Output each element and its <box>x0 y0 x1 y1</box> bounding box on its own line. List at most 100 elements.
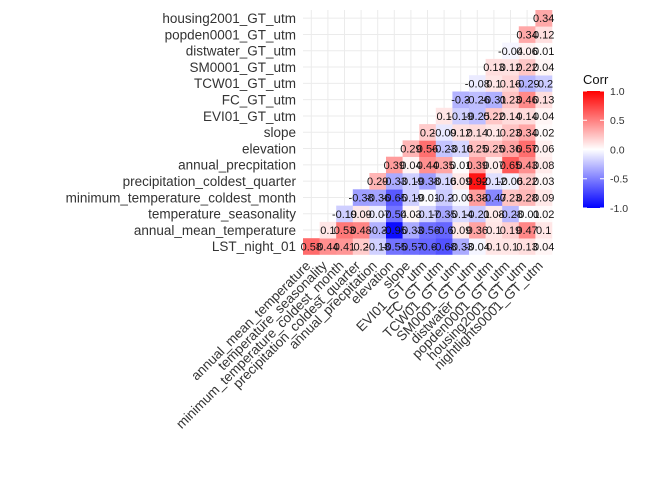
cell-value-label: 0.39 <box>384 160 405 172</box>
y-tick-label: annual_mean_temperature <box>134 223 296 238</box>
cell-value-label: 0.07 <box>483 160 504 172</box>
heatmap-cell <box>435 124 453 141</box>
y-tick-label: TCW01_GT_utm <box>194 76 296 91</box>
cell-value-label: 0.65 <box>500 160 521 172</box>
legend-tick-label: 1.0 <box>610 86 625 98</box>
heatmap-cell <box>502 75 520 92</box>
heatmap-cell <box>535 58 553 76</box>
cell-value-label: 0.14 <box>516 111 537 123</box>
heatmap-cell <box>502 42 520 60</box>
cell-value-label: -0.09 <box>432 127 457 139</box>
cell-value-label: -0.3 <box>451 95 470 107</box>
heatmap-cell <box>502 189 520 206</box>
heatmap-cell <box>502 205 520 223</box>
heatmap-cell <box>535 124 553 141</box>
cell-value-label: -0.28 <box>498 209 523 221</box>
legend-tick-label: -0.5 <box>610 174 628 186</box>
cell-value-label: 0.22 <box>516 176 537 188</box>
heatmap-cell <box>452 140 470 157</box>
heatmap-cell <box>402 238 420 255</box>
cell-value-label: 0.12 <box>500 62 521 74</box>
legend-tick-label: 0.0 <box>610 144 625 156</box>
y-tick-label: popden0001_GT_utm <box>165 27 296 42</box>
y-tick-label: distwater_GT_utm <box>186 44 296 59</box>
heatmap-cell <box>518 156 536 174</box>
cell-value-label: 0.04 <box>533 111 554 123</box>
heatmap-cell <box>369 189 387 206</box>
heatmap-cell <box>352 205 370 223</box>
cell-value-label: 0.09 <box>450 176 471 188</box>
heatmap-cell <box>352 221 370 239</box>
cell-value-label: 0.34 <box>533 13 554 25</box>
heatmap-cell <box>386 238 403 255</box>
heatmap-cell <box>485 205 503 223</box>
heatmap-cell <box>518 189 536 206</box>
legend-tick-label: -1.0 <box>610 203 628 215</box>
cell-value-label: -0.29 <box>515 78 540 90</box>
cell-value-label: -0.01 <box>515 209 540 221</box>
cell-value-label: 0.1 <box>436 111 451 123</box>
y-tick-label: minimum_temperature_coldest_month <box>66 190 296 205</box>
cell-value-label: -0.08 <box>465 78 490 90</box>
cell-value-label: 0.12 <box>450 127 471 139</box>
cell-value-label: -0.19 <box>398 176 423 188</box>
heatmap-cell <box>518 238 536 255</box>
heatmap-cell <box>452 221 470 239</box>
cell-value-label: 0.06 <box>533 144 554 156</box>
cell-value-label: 0.22 <box>516 62 537 74</box>
cell-value-label: -0.2 <box>534 78 553 90</box>
heatmap-cell <box>435 205 453 223</box>
heatmap-cell <box>502 124 520 141</box>
cell-value-label: 0.06 <box>516 46 537 58</box>
heatmap-cell <box>518 75 536 92</box>
cell-value-label: 0.02 <box>533 127 554 139</box>
heatmap-cells: 0.580.440.410.2-0.18-0.55-0.57-0.6-0.68-… <box>301 10 554 255</box>
heatmap-cell <box>419 221 437 239</box>
y-tick-label: FC_GT_utm <box>222 92 296 107</box>
heatmap-cell <box>535 156 553 174</box>
heatmap-cell <box>502 221 520 239</box>
cell-value-label: -0.04 <box>498 46 523 58</box>
cell-value-label: 0.1 <box>536 225 551 237</box>
cell-value-label: 0.29 <box>367 176 388 188</box>
cell-value-label: 0.1 <box>486 225 501 237</box>
cell-value-label: 0.02 <box>533 209 554 221</box>
heatmap-cell <box>518 205 536 223</box>
cell-value-label: 0.03 <box>400 209 421 221</box>
heatmap-cell <box>469 173 486 190</box>
cell-value-label: 0.35 <box>433 160 454 172</box>
heatmap-cell <box>535 107 553 125</box>
heatmap-cell <box>452 91 470 109</box>
heatmap-cell <box>502 140 520 157</box>
heatmap-cell <box>452 238 470 255</box>
heatmap-cell <box>469 205 486 223</box>
y-tick-label: EVI01_GT_utm <box>203 109 296 124</box>
cell-value-label: 0.92 <box>467 176 488 188</box>
cell-value-label: 0.1 <box>486 127 501 139</box>
heatmap-cell <box>386 221 403 239</box>
heatmap-cell <box>435 107 453 125</box>
cell-value-label: -0.01 <box>415 192 440 204</box>
heatmap-cell <box>485 238 503 255</box>
heatmap-cell <box>369 221 387 239</box>
heatmap-cell <box>485 156 503 174</box>
cell-value-label: 0.04 <box>533 62 554 74</box>
heatmap-cell <box>502 107 520 125</box>
heatmap-cell <box>452 107 470 125</box>
cell-value-label: 0.29 <box>400 144 421 156</box>
cell-value-label: 0.2 <box>353 241 368 253</box>
color-legend: Corr 1.0 0.5 0.0 -0.5 -1.0 <box>583 72 628 215</box>
heatmap-cell <box>535 140 553 157</box>
heatmap-cell <box>435 189 453 206</box>
cell-value-label: -0.6 <box>418 241 437 253</box>
heatmap-cell <box>535 238 553 255</box>
heatmap-cell <box>369 173 387 190</box>
heatmap-cell <box>419 238 437 255</box>
cell-value-label: -0.06 <box>498 176 523 188</box>
heatmap-cell <box>419 189 437 206</box>
cell-value-label: -0.18 <box>365 241 390 253</box>
cell-value-label: 0.1 <box>486 241 501 253</box>
heatmap-cell <box>518 58 536 76</box>
heatmap-cell <box>518 107 536 125</box>
heatmap-cell <box>419 124 437 141</box>
